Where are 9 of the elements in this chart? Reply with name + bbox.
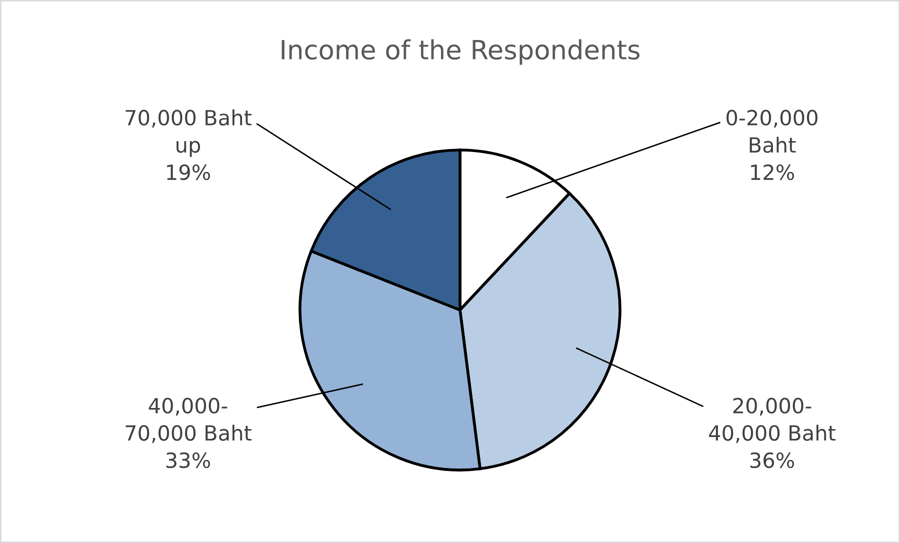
slice-label: 20,000- 40,000 Baht	[709, 398, 836, 443]
data-label: 33%	[166, 452, 210, 468]
chart-title: Income of the Respondents	[282, 39, 640, 65]
data-label: 36%	[750, 452, 794, 468]
slice-label: 40,000- 70,000 Baht	[126, 398, 252, 443]
data-label: 12%	[751, 164, 794, 180]
slice-label: 70,000 Baht up	[126, 109, 252, 157]
data-label: 19%	[167, 164, 210, 180]
slice-label: 0-20,000 Baht	[726, 110, 818, 153]
